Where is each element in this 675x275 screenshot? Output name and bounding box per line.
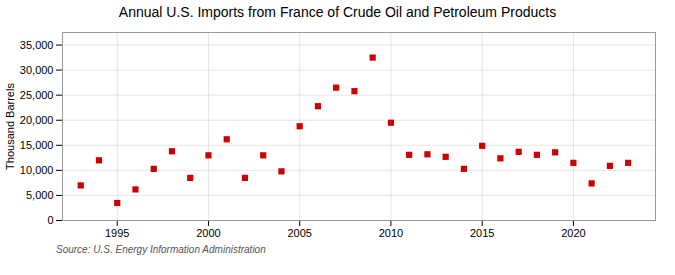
html-text:Annual U.S. Imports from Franc: Annual U.S. Imports from France of Crude… xyxy=(118,4,557,20)
svg-text:20,000: 20,000 xyxy=(20,114,54,126)
svg-text:2010: 2010 xyxy=(379,227,403,239)
svg-text:35,000: 35,000 xyxy=(20,39,54,51)
svg-text:2020: 2020 xyxy=(561,227,585,239)
svg-text:2015: 2015 xyxy=(470,227,494,239)
html-text:Source: U.S. Energy Informatio: Source: U.S. Energy Information Administ… xyxy=(56,244,266,255)
svg-text:2000: 2000 xyxy=(196,227,220,239)
svg-text:15,000: 15,000 xyxy=(20,139,54,151)
svg-text:2005: 2005 xyxy=(287,227,311,239)
svg-text:30,000: 30,000 xyxy=(20,64,54,76)
svg-text:Thousand Barrels: Thousand Barrels xyxy=(4,83,16,170)
svg-text:5,000: 5,000 xyxy=(26,189,54,201)
svg-text:1995: 1995 xyxy=(105,227,129,239)
svg-text:10,000: 10,000 xyxy=(20,164,54,176)
svg-text:0: 0 xyxy=(47,214,53,226)
svg-text:25,000: 25,000 xyxy=(20,89,54,101)
